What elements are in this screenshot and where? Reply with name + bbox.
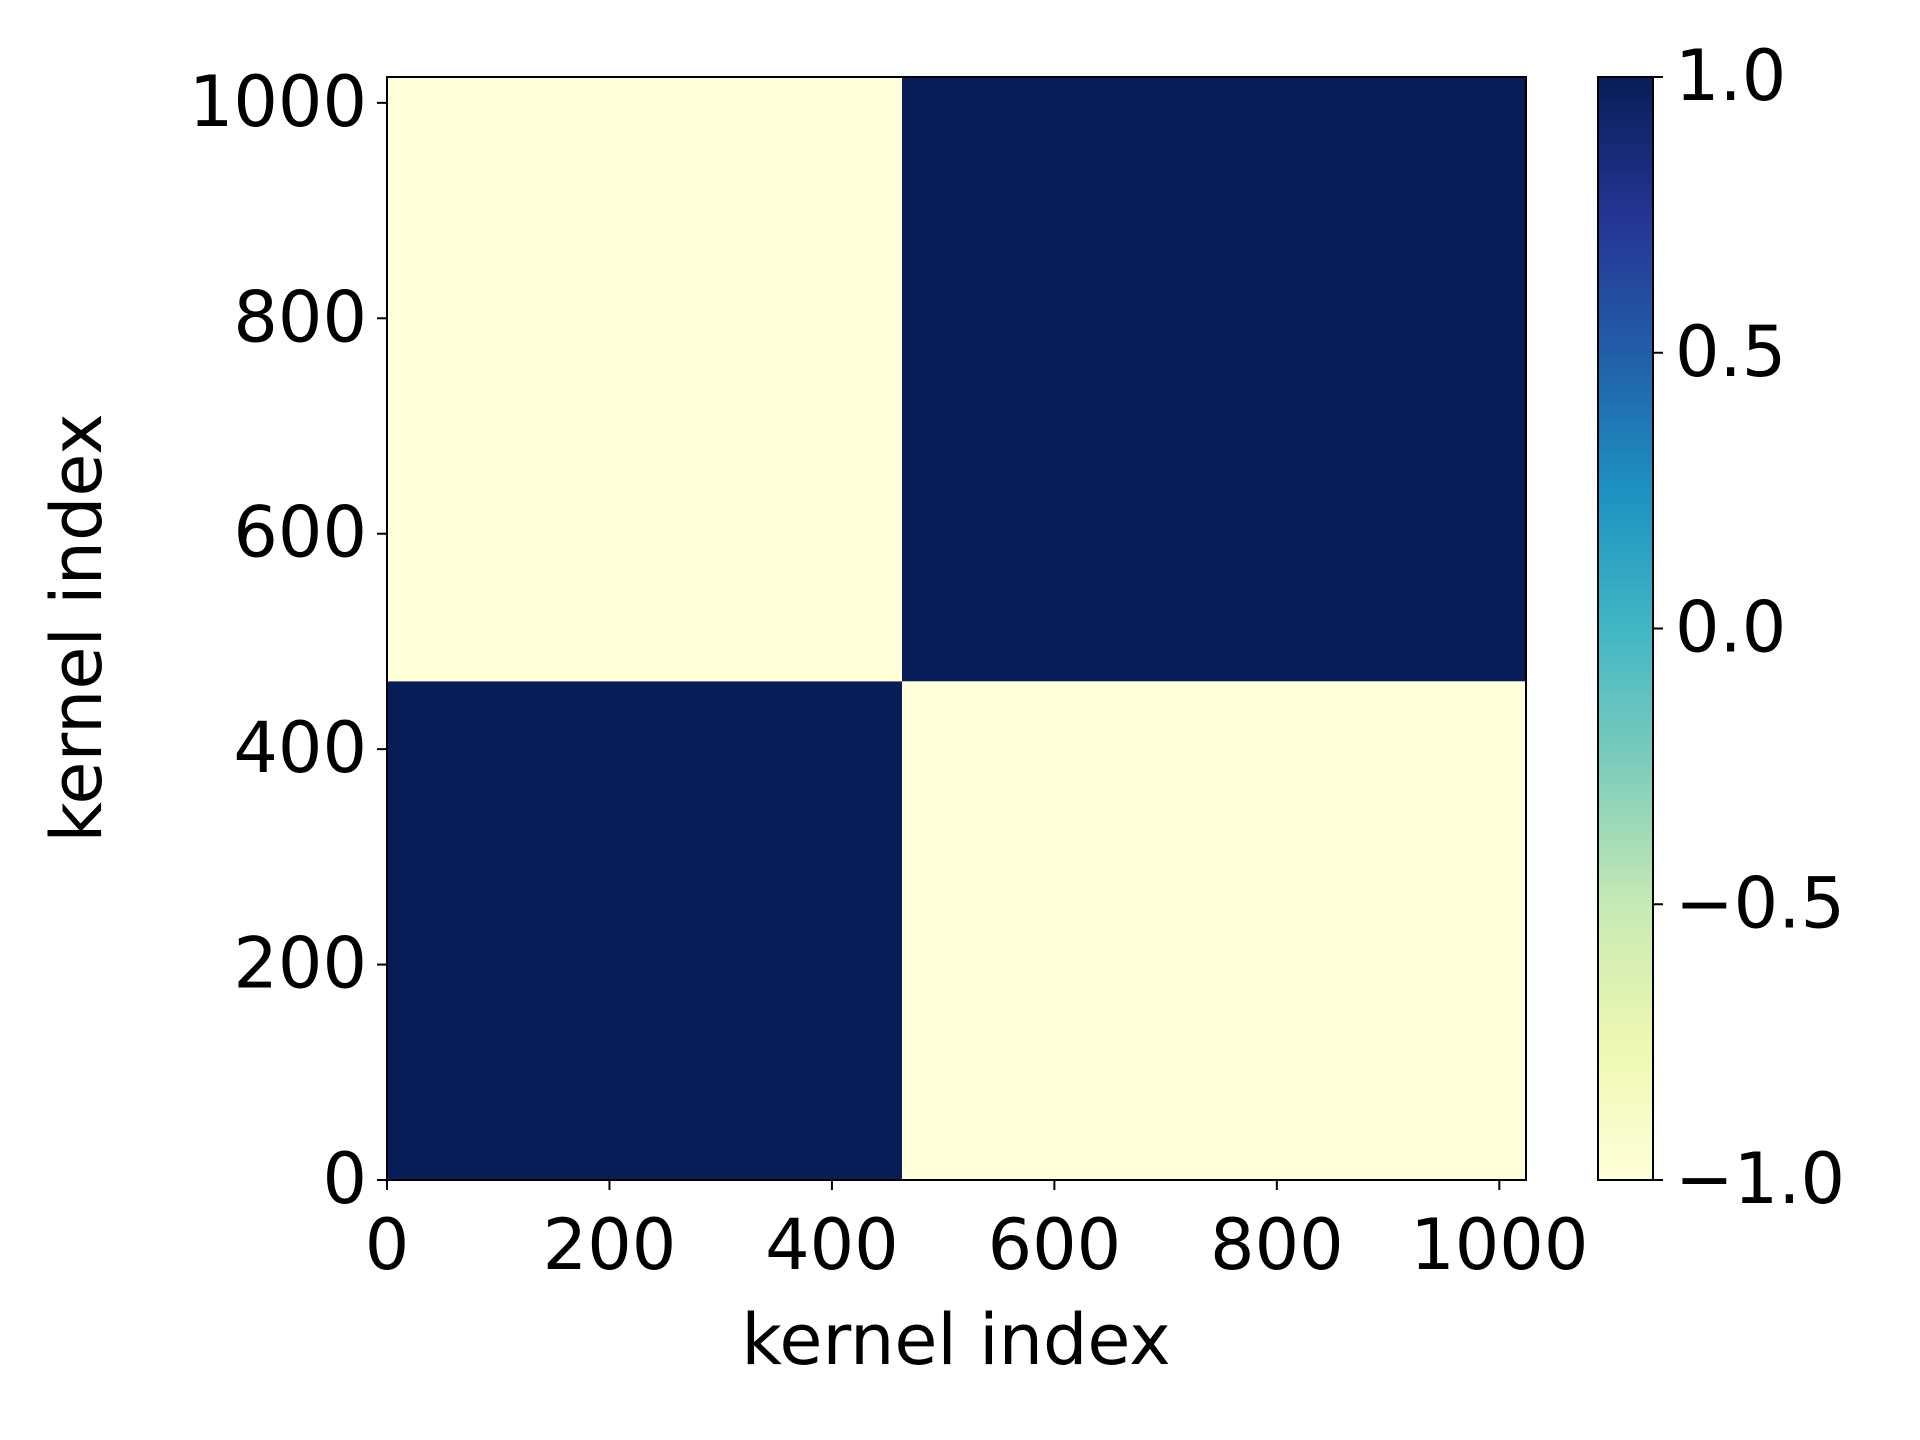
colorbar-tick-label: −0.5	[1675, 862, 1845, 944]
y-tick-label: 400	[233, 707, 367, 789]
y-tick-label: 0	[322, 1138, 367, 1220]
y-tick-label: 800	[233, 276, 367, 358]
colorbar	[1597, 76, 1654, 1181]
x-tick-label: 800	[1210, 1204, 1344, 1286]
x-tick-label: 600	[988, 1204, 1122, 1286]
heatmap-cell	[387, 77, 902, 682]
x-tick-label: 1000	[1410, 1204, 1588, 1286]
y-tick-label: 600	[233, 492, 367, 574]
y-tick-label: 200	[233, 923, 367, 1005]
heatmap-cell	[901, 77, 1526, 682]
heatmap-cell	[387, 681, 902, 1180]
x-tick-label: 200	[543, 1204, 677, 1286]
heatmap-cell	[901, 681, 1526, 1180]
x-axis-label: kernel index	[741, 1299, 1170, 1381]
colorbar-tick-label: 0.5	[1675, 311, 1786, 393]
colorbar-tick-label: −1.0	[1675, 1138, 1845, 1220]
y-tick-label: 1000	[189, 61, 367, 143]
colorbar-tick-label: 0.0	[1675, 587, 1786, 669]
plot-frame	[386, 76, 1527, 1181]
x-tick-label: 400	[765, 1204, 899, 1286]
x-tick-label: 0	[365, 1204, 410, 1286]
y-axis-label: kernel index	[36, 413, 118, 842]
colorbar-tick-label: 1.0	[1675, 35, 1786, 117]
